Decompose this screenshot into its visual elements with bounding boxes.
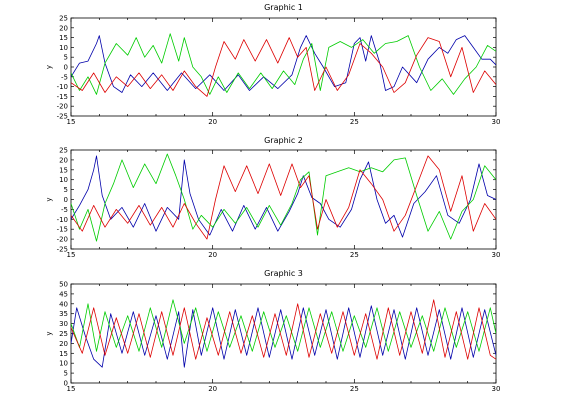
y-tick-label: -15 [57, 93, 68, 101]
y-tick-label: 15 [59, 350, 68, 358]
series-line-3 [71, 299, 496, 360]
y-tick-label: 15 [59, 34, 68, 42]
series-line-1 [71, 155, 496, 238]
series-line-2 [71, 33, 496, 95]
y-tick-label: -10 [57, 83, 68, 91]
x-tick-label: 15 [67, 118, 76, 126]
x-tick-label: 15 [67, 385, 76, 393]
y-tick-label: 20 [59, 24, 68, 32]
x-tick-label: 25 [350, 251, 359, 259]
y-tick-label: 5 [64, 186, 68, 194]
y-axis-label: y [45, 65, 53, 69]
x-tick-label: 30 [492, 385, 501, 393]
series-line-1 [71, 35, 496, 93]
y-tick-label: -10 [57, 216, 68, 224]
x-tick-label: 30 [492, 118, 501, 126]
y-tick-label: 35 [59, 310, 68, 318]
y-axis-label: y [45, 197, 53, 201]
y-tick-label: -20 [57, 103, 68, 111]
x-tick-label: 25 [350, 118, 359, 126]
y-axis-label: y [45, 331, 53, 335]
x-tick-label: 25 [350, 385, 359, 393]
y-tick-label: 10 [59, 44, 68, 52]
chart-title: Graphic 1 [264, 3, 303, 12]
series-line-3 [71, 155, 496, 240]
y-tick-label: 40 [59, 300, 68, 308]
y-tick-label: -5 [61, 73, 68, 81]
x-tick-label: 15 [67, 251, 76, 259]
chart-title: Graphic 3 [264, 269, 303, 278]
y-tick-label: -25 [57, 113, 68, 121]
y-tick-label: 0 [64, 196, 68, 204]
y-tick-label: 10 [59, 176, 68, 184]
y-tick-label: 5 [64, 370, 68, 378]
y-tick-label: 45 [59, 290, 68, 298]
y-tick-label: 0 [64, 380, 68, 388]
y-tick-label: 25 [59, 330, 68, 338]
y-tick-label: 50 [59, 281, 68, 289]
x-tick-label: 20 [208, 385, 217, 393]
y-tick-label: -25 [57, 246, 68, 254]
series-line-3 [71, 37, 496, 97]
y-tick-label: 0 [64, 64, 68, 72]
y-tick-label: 25 [59, 15, 68, 23]
x-tick-label: 20 [208, 118, 217, 126]
chart-title: Graphic 2 [264, 136, 303, 145]
y-tick-label: 20 [59, 156, 68, 164]
y-tick-label: 25 [59, 147, 68, 155]
y-tick-label: -5 [61, 206, 68, 214]
x-tick-label: 20 [208, 251, 217, 259]
y-tick-label: 5 [64, 54, 68, 62]
y-tick-label: -15 [57, 226, 68, 234]
y-tick-label: 10 [59, 360, 68, 368]
series-line-2 [71, 153, 496, 242]
y-tick-label: 20 [59, 340, 68, 348]
x-tick-label: 30 [492, 251, 501, 259]
y-tick-label: 30 [59, 320, 68, 328]
y-tick-label: -20 [57, 236, 68, 244]
y-tick-label: 15 [59, 166, 68, 174]
series-line-1 [71, 305, 496, 368]
